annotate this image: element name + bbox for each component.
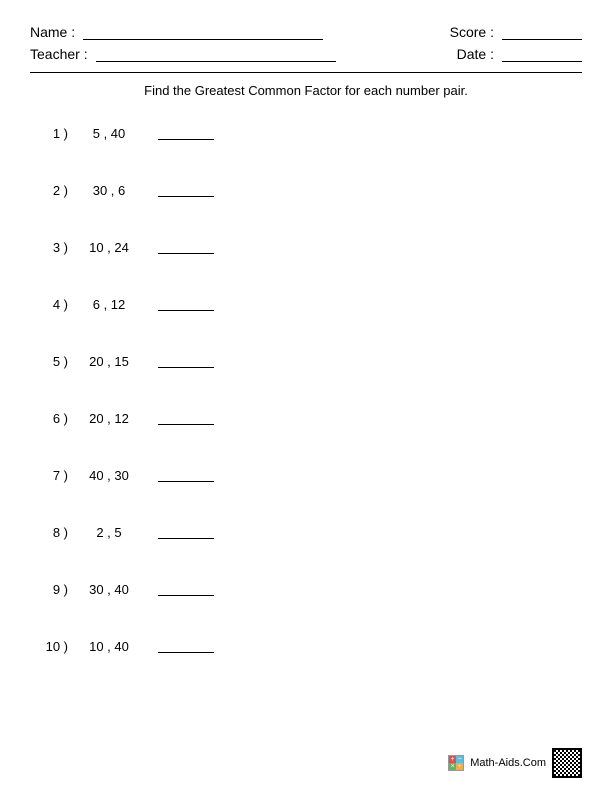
answer-input-line[interactable] — [158, 128, 214, 140]
answer-input-line[interactable] — [158, 641, 214, 653]
problem-row: 1 )5 , 40 — [36, 126, 582, 141]
qr-code-icon — [552, 748, 582, 778]
header-divider — [30, 72, 582, 73]
worksheet-header: Name : Score : Teacher : Date : — [30, 24, 582, 62]
answer-input-line[interactable] — [158, 356, 214, 368]
problem-pair: 2 , 5 — [70, 525, 148, 540]
date-input-line[interactable] — [502, 48, 582, 62]
problem-row: 10 )10 , 40 — [36, 639, 582, 654]
problem-row: 6 )20 , 12 — [36, 411, 582, 426]
answer-input-line[interactable] — [158, 470, 214, 482]
problem-number: 7 ) — [36, 468, 70, 483]
instruction-text: Find the Greatest Common Factor for each… — [30, 83, 582, 98]
score-label: Score : — [450, 24, 494, 40]
problem-row: 8 )2 , 5 — [36, 525, 582, 540]
problem-number: 4 ) — [36, 297, 70, 312]
score-field: Score : — [450, 24, 582, 40]
date-label: Date : — [457, 46, 494, 62]
answer-input-line[interactable] — [158, 584, 214, 596]
answer-input-line[interactable] — [158, 299, 214, 311]
problem-row: 7 )40 , 30 — [36, 468, 582, 483]
problem-number: 5 ) — [36, 354, 70, 369]
problem-pair: 20 , 12 — [70, 411, 148, 426]
problem-pair: 6 , 12 — [70, 297, 148, 312]
problem-row: 5 )20 , 15 — [36, 354, 582, 369]
problem-number: 8 ) — [36, 525, 70, 540]
teacher-label: Teacher : — [30, 46, 88, 62]
problems-list: 1 )5 , 40 2 )30 , 6 3 )10 , 24 4 )6 , 12 5 )… — [30, 126, 582, 654]
problem-pair: 10 , 24 — [70, 240, 148, 255]
brand-logo-icon: + − × ÷ — [448, 755, 464, 771]
problem-number: 9 ) — [36, 582, 70, 597]
problem-number: 1 ) — [36, 126, 70, 141]
problem-pair: 30 , 40 — [70, 582, 148, 597]
problem-pair: 40 , 30 — [70, 468, 148, 483]
answer-input-line[interactable] — [158, 242, 214, 254]
footer: + − × ÷ Math-Aids.Com — [448, 748, 582, 778]
problem-pair: 10 , 40 — [70, 639, 148, 654]
header-row-2: Teacher : Date : — [30, 46, 582, 62]
name-label: Name : — [30, 24, 75, 40]
brand-text: Math-Aids.Com — [470, 757, 546, 769]
name-input-line[interactable] — [83, 26, 323, 40]
date-field: Date : — [457, 46, 582, 62]
answer-input-line[interactable] — [158, 527, 214, 539]
score-input-line[interactable] — [502, 26, 582, 40]
answer-input-line[interactable] — [158, 185, 214, 197]
problem-number: 2 ) — [36, 183, 70, 198]
answer-input-line[interactable] — [158, 413, 214, 425]
problem-pair: 5 , 40 — [70, 126, 148, 141]
teacher-field: Teacher : — [30, 46, 336, 62]
problem-row: 3 )10 , 24 — [36, 240, 582, 255]
teacher-input-line[interactable] — [96, 48, 336, 62]
problem-row: 4 )6 , 12 — [36, 297, 582, 312]
header-row-1: Name : Score : — [30, 24, 582, 40]
problem-number: 10 ) — [36, 639, 70, 654]
problem-pair: 30 , 6 — [70, 183, 148, 198]
problem-number: 3 ) — [36, 240, 70, 255]
name-field: Name : — [30, 24, 323, 40]
problem-pair: 20 , 15 — [70, 354, 148, 369]
problem-row: 2 )30 , 6 — [36, 183, 582, 198]
problem-number: 6 ) — [36, 411, 70, 426]
problem-row: 9 )30 , 40 — [36, 582, 582, 597]
